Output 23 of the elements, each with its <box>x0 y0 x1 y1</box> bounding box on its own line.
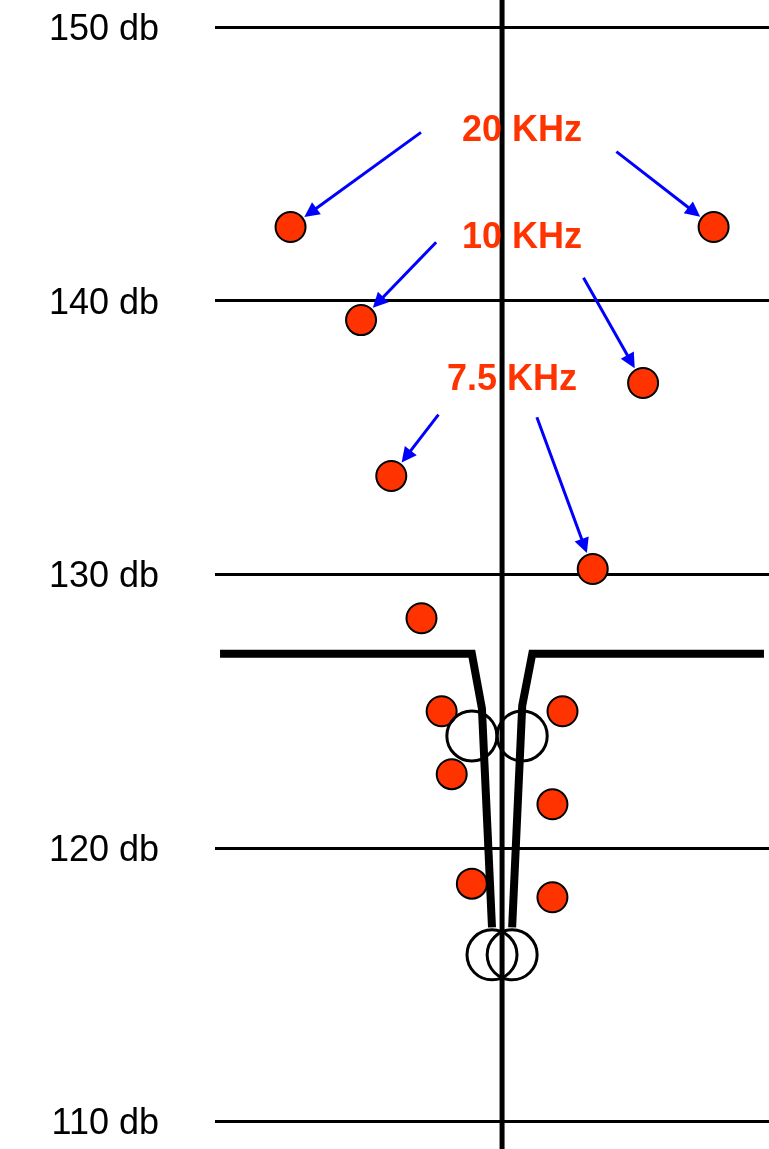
point <box>627 367 660 399</box>
annotation: 7.5 KHz <box>447 357 578 398</box>
y-tick-label: 110 db <box>51 1101 159 1143</box>
point <box>576 553 609 586</box>
point <box>536 881 569 914</box>
point <box>425 695 458 728</box>
point <box>445 709 499 763</box>
point <box>697 211 730 244</box>
y-tick-label: 140 db <box>48 280 159 322</box>
point <box>495 709 549 763</box>
point <box>546 695 579 728</box>
point <box>485 928 539 982</box>
y-tick-label: 120 db <box>48 827 159 869</box>
y-tick-label: 150 db <box>48 6 159 48</box>
point <box>455 867 488 900</box>
point <box>375 460 408 492</box>
point <box>435 758 468 791</box>
point <box>274 211 307 244</box>
y-tick-label: 130 db <box>48 554 159 596</box>
point <box>405 602 438 635</box>
point <box>465 928 519 982</box>
point <box>345 304 378 337</box>
point <box>536 788 569 821</box>
